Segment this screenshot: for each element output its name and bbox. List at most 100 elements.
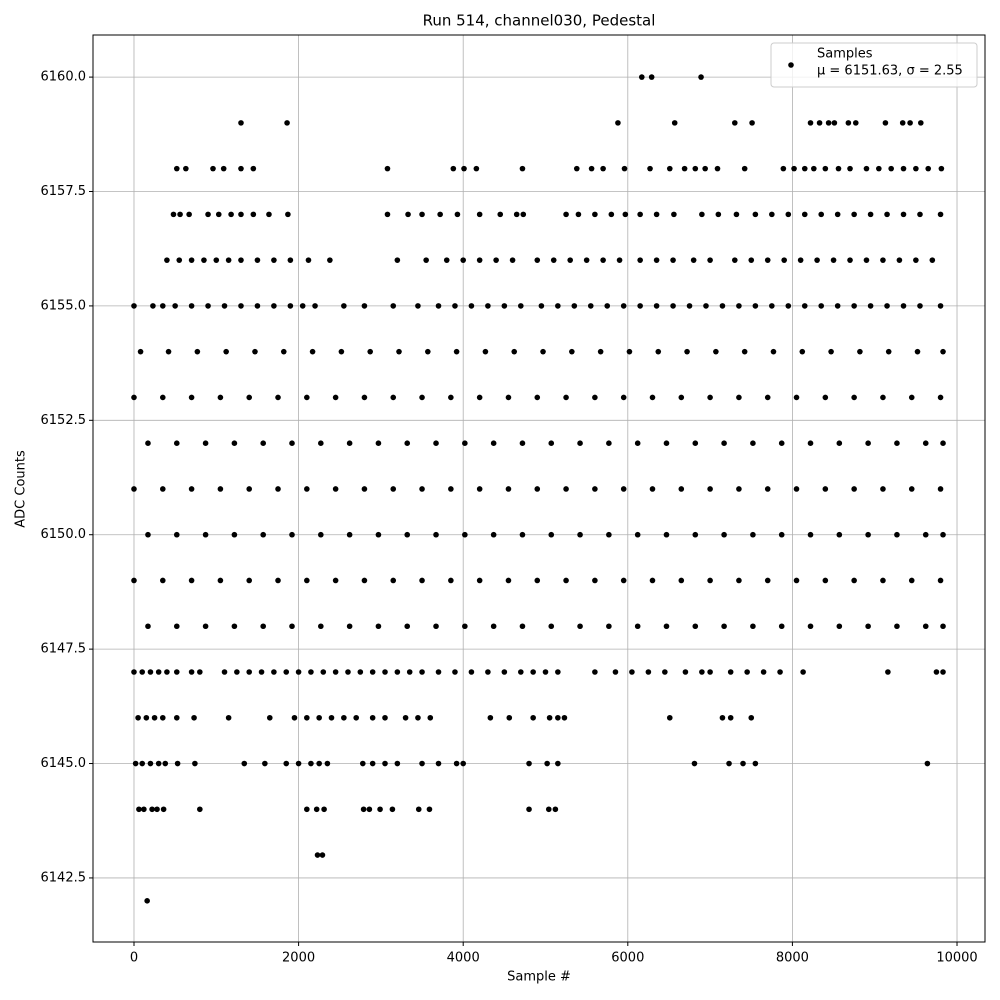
point: [131, 669, 137, 675]
point: [546, 714, 553, 721]
point: [460, 760, 466, 767]
point: [361, 577, 368, 584]
point: [141, 806, 147, 813]
point: [714, 165, 721, 172]
point: [748, 714, 755, 721]
point: [818, 211, 825, 218]
point: [606, 531, 612, 538]
point: [937, 211, 944, 218]
point: [777, 669, 783, 675]
point: [699, 211, 705, 218]
point: [548, 440, 555, 446]
point: [764, 394, 771, 401]
point: [131, 303, 137, 309]
point: [188, 303, 195, 309]
point: [173, 531, 180, 538]
point: [144, 898, 150, 904]
point: [831, 120, 838, 126]
point: [321, 806, 327, 813]
point: [367, 348, 373, 355]
point: [937, 394, 944, 401]
point: [375, 531, 382, 538]
chart-title: Run 514, channel030, Pedestal: [423, 12, 656, 30]
point: [493, 257, 499, 263]
point: [501, 303, 508, 309]
point: [545, 806, 552, 813]
point: [476, 394, 483, 401]
point: [555, 669, 561, 675]
point: [131, 394, 137, 401]
point: [736, 577, 742, 584]
point: [637, 257, 643, 263]
point: [671, 120, 678, 126]
point: [544, 760, 550, 767]
point: [164, 669, 170, 675]
point: [260, 531, 267, 538]
point: [852, 120, 859, 126]
point: [482, 348, 489, 355]
point: [666, 165, 673, 172]
point: [692, 440, 699, 446]
point: [188, 486, 195, 492]
point: [320, 669, 327, 675]
point: [390, 577, 397, 584]
point: [822, 394, 829, 401]
point: [454, 211, 461, 218]
point: [863, 257, 870, 263]
point: [663, 623, 670, 630]
legend-box: [770, 42, 978, 88]
point: [778, 623, 785, 630]
point: [490, 531, 497, 538]
point: [791, 165, 797, 172]
point: [284, 120, 290, 126]
point: [131, 486, 137, 492]
point: [698, 74, 704, 80]
point: [655, 348, 662, 355]
point: [940, 669, 946, 675]
point: [519, 623, 526, 630]
point: [707, 669, 713, 675]
point: [592, 211, 598, 218]
point: [552, 806, 559, 813]
point: [155, 669, 162, 675]
point: [177, 211, 183, 218]
point: [764, 257, 771, 263]
point: [505, 486, 512, 492]
point: [851, 577, 857, 584]
point: [752, 211, 759, 218]
point: [490, 440, 497, 446]
point: [567, 257, 573, 263]
x-tick-label: 2000: [282, 951, 315, 966]
point: [900, 211, 907, 218]
point: [534, 577, 541, 584]
point: [555, 714, 561, 721]
point: [764, 486, 771, 492]
point: [715, 211, 722, 218]
point: [703, 303, 709, 309]
point: [900, 165, 907, 172]
point: [468, 669, 475, 675]
point: [663, 440, 670, 446]
point: [283, 760, 290, 767]
point: [305, 257, 312, 263]
point: [608, 211, 615, 218]
point: [851, 394, 857, 401]
point: [600, 165, 606, 172]
point: [285, 211, 291, 218]
point: [213, 257, 220, 263]
point: [318, 531, 324, 538]
point: [210, 165, 216, 172]
point: [750, 531, 756, 538]
point: [662, 669, 668, 675]
point: [740, 760, 746, 767]
point: [563, 577, 569, 584]
point: [197, 669, 203, 675]
point: [448, 394, 454, 401]
point: [215, 211, 222, 218]
point: [634, 531, 641, 538]
point: [577, 531, 583, 538]
point: [192, 760, 198, 767]
point: [577, 440, 583, 446]
point: [246, 394, 253, 401]
point: [468, 303, 475, 309]
